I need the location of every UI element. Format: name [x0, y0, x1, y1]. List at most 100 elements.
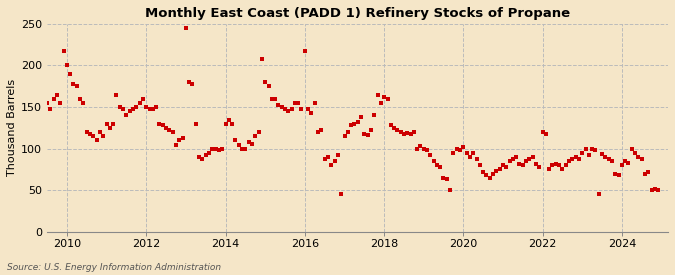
Point	[253, 130, 264, 134]
Point	[564, 159, 574, 163]
Point	[643, 170, 654, 174]
Point	[234, 142, 244, 147]
Point	[527, 155, 538, 159]
Point	[375, 101, 386, 105]
Point	[108, 122, 119, 126]
Point	[333, 153, 344, 158]
Point	[296, 106, 307, 111]
Point	[316, 128, 327, 133]
Point	[422, 148, 433, 153]
Point	[240, 147, 250, 151]
Point	[633, 155, 644, 159]
Point	[65, 72, 76, 76]
Point	[445, 188, 456, 192]
Point	[352, 120, 363, 124]
Point	[260, 80, 271, 84]
Point	[26, 73, 36, 78]
Point	[190, 122, 201, 126]
Point	[194, 155, 205, 159]
Point	[464, 155, 475, 159]
Point	[471, 156, 482, 161]
Point	[504, 159, 515, 163]
Point	[309, 101, 320, 105]
Point	[402, 131, 412, 135]
Point	[335, 192, 346, 197]
Point	[610, 171, 621, 176]
Point	[75, 97, 86, 101]
Point	[151, 105, 161, 109]
Point	[101, 122, 112, 126]
Point	[121, 113, 132, 118]
Point	[117, 106, 128, 111]
Point	[84, 131, 95, 136]
Point	[395, 130, 406, 134]
Point	[441, 177, 452, 182]
Point	[468, 151, 479, 155]
Point	[283, 109, 294, 113]
Point	[128, 106, 138, 111]
Point	[382, 97, 393, 101]
Point	[640, 171, 651, 176]
Point	[49, 97, 59, 101]
Point	[593, 192, 604, 197]
Point	[408, 130, 419, 134]
Point	[55, 101, 66, 105]
Point	[237, 147, 248, 151]
Point	[497, 163, 508, 167]
Point	[32, 81, 43, 85]
Point	[583, 153, 594, 158]
Point	[81, 130, 92, 134]
Point	[616, 163, 627, 167]
Point	[649, 186, 660, 191]
Point	[266, 97, 277, 101]
Point	[458, 145, 468, 149]
Point	[475, 163, 485, 167]
Point	[339, 134, 350, 138]
Point	[164, 128, 175, 133]
Point	[28, 76, 39, 80]
Point	[197, 156, 208, 161]
Point	[547, 163, 558, 167]
Point	[405, 131, 416, 136]
Point	[111, 92, 122, 97]
Point	[52, 92, 63, 97]
Point	[293, 101, 304, 105]
Point	[220, 122, 231, 126]
Point	[227, 122, 238, 126]
Point	[207, 147, 218, 151]
Point	[230, 138, 241, 142]
Point	[276, 105, 287, 109]
Point	[78, 101, 89, 105]
Point	[514, 161, 525, 166]
Point	[263, 84, 274, 89]
Point	[174, 138, 185, 142]
Point	[256, 57, 267, 61]
Point	[567, 156, 578, 161]
Point	[362, 132, 373, 137]
Point	[637, 156, 647, 161]
Point	[144, 106, 155, 111]
Point	[531, 161, 541, 166]
Point	[544, 167, 555, 172]
Point	[481, 173, 492, 177]
Point	[114, 105, 125, 109]
Point	[300, 48, 310, 53]
Point	[181, 26, 192, 30]
Point	[61, 62, 72, 67]
Point	[412, 147, 423, 151]
Point	[623, 161, 634, 165]
Point	[329, 159, 340, 163]
Point	[366, 127, 377, 132]
Point	[428, 159, 439, 163]
Point	[346, 123, 356, 128]
Point	[269, 97, 280, 101]
Point	[508, 156, 518, 161]
Point	[534, 165, 545, 169]
Y-axis label: Thousand Barrels: Thousand Barrels	[7, 79, 17, 177]
Point	[379, 95, 389, 99]
Point	[418, 147, 429, 151]
Point	[42, 101, 53, 105]
Point	[187, 82, 198, 86]
Point	[279, 106, 290, 111]
Point	[134, 101, 145, 105]
